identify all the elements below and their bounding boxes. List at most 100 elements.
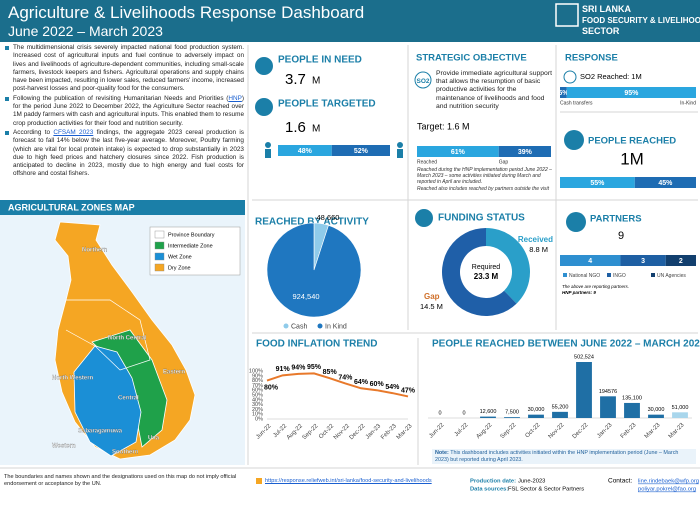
kpi-value: 9 [618, 230, 624, 242]
legend-label: Province Boundary [168, 232, 215, 238]
contact-link[interactable]: line.rindebaek@wfp.org [638, 479, 699, 485]
map-legend-box [149, 226, 241, 276]
split-segment [566, 87, 696, 98]
value-label: 74% [338, 374, 353, 381]
province-label: North Central [108, 336, 147, 342]
footer-label: Contact: [608, 478, 632, 485]
note: The above are reporting partners. [562, 284, 629, 289]
logo-text: SRI LANKA [582, 4, 631, 14]
section-title: PARTNERS [590, 214, 642, 225]
x-tick-label: Feb-23 [620, 422, 638, 440]
x-tick-label: Mar-23 [644, 422, 662, 440]
value-label: 194576 [599, 389, 617, 395]
split-name: Reached [417, 159, 437, 165]
so-code: SO2 [416, 78, 429, 85]
x-tick-label: Oct-22 [525, 422, 542, 439]
value-label: 135,100 [622, 395, 642, 401]
split-segment [665, 255, 696, 266]
donut-slice [442, 228, 517, 316]
split-label: 52% [354, 148, 369, 155]
link[interactable]: CFSAM 2023 [53, 128, 94, 136]
section-title: PEOPLE IN NEED [278, 55, 362, 66]
kpi-unit: M [312, 76, 320, 87]
legend-label: Cash [291, 323, 307, 330]
map-header [0, 200, 245, 215]
logo-text: SECTOR [582, 26, 620, 36]
logo-text: FOOD SECURITY & LIVELIHOODS [582, 16, 700, 25]
y-tick-label: 80% [252, 378, 263, 384]
bar [672, 412, 688, 418]
link[interactable]: HNP [228, 94, 242, 102]
x-tick-label: Sep-22 [500, 422, 518, 440]
x-tick-label: Jun-22 [255, 423, 273, 441]
split-label: 5% [558, 90, 569, 97]
value-label: 30,000 [648, 407, 665, 413]
objective-text: Provide immediate agricultural support t… [436, 70, 552, 110]
legend-label: UN Agencies [657, 273, 686, 279]
province-label: Northern [82, 248, 108, 254]
province-label: Southern [112, 450, 139, 456]
section-title: STRATEGIC OBJECTIVE [416, 53, 527, 64]
split-segment [278, 145, 332, 156]
notes: Reached during the HNP implementation pe… [417, 167, 555, 192]
value-label: 12,600 [480, 409, 497, 415]
y-tick-label: 60% [252, 388, 263, 394]
value-label: 0 [438, 410, 441, 416]
contact-link[interactable]: poliyar.pokrel@fao.org [638, 487, 696, 493]
line [266, 372, 409, 398]
x-tick-label: Feb-23 [380, 423, 398, 441]
legend-label: Dry Zone [168, 265, 191, 271]
bar [480, 416, 496, 418]
footer-value: FSL Sector & Sector Partners [508, 487, 584, 493]
split-label: 45% [658, 180, 673, 187]
y-tick-label: 30% [252, 402, 263, 408]
x-tick-label: Dec-22 [349, 423, 367, 441]
bullet: According to CFSAM 2023 findings, the ag… [4, 129, 244, 179]
split-segment [417, 146, 499, 157]
note: Reached during the HNP implementation pe… [417, 167, 552, 186]
x-tick-label: Nov-22 [548, 422, 566, 440]
split-segment [620, 255, 666, 266]
province-label: North Western [52, 376, 94, 382]
intro: The multidimensional crisis severely imp… [4, 44, 244, 180]
split-segment [560, 177, 635, 188]
split-name: Cash transfers [560, 100, 593, 106]
value-label: 91% [276, 366, 291, 373]
y-tick-label: 0% [255, 416, 263, 422]
split-label: 2 [679, 258, 683, 265]
footer-link[interactable]: https://response.reliefweb.int/sri-lanka… [265, 478, 432, 484]
header-band [0, 0, 700, 42]
legend-label: INGO [613, 273, 626, 279]
value-label: 0 [462, 410, 465, 416]
legend-swatch [651, 273, 655, 277]
kpi-unit: M [312, 124, 320, 135]
note: Reached also includes reached by partner… [417, 185, 550, 192]
footer-label: Data sources: [470, 487, 508, 493]
value-label: 80% [264, 384, 279, 391]
dividers [0, 45, 700, 469]
split-label: 3 [641, 258, 645, 265]
province-boundary [65, 299, 151, 371]
province-label: Western [52, 444, 76, 450]
split-label: 55% [590, 180, 605, 187]
value-label: 60% [370, 381, 385, 388]
split-label: 39% [518, 149, 533, 156]
x-tick-label: Jan-23 [596, 422, 614, 440]
kpi-value: 1M [620, 149, 644, 168]
province-label: Sabaragamuwa [78, 429, 123, 435]
note-text: This dashboard includes activities initi… [435, 450, 679, 463]
x-tick-label: Mar-23 [668, 422, 686, 440]
kpi-value: 3.7 [285, 71, 306, 88]
section-title: PEOPLE REACHED [588, 136, 676, 147]
province-label: Eastern [163, 370, 185, 376]
province-label: Uva [148, 436, 160, 442]
value-label: 64% [354, 379, 369, 386]
split-name: Gap [499, 159, 509, 165]
legend-swatch [563, 273, 567, 277]
legend-swatch [154, 230, 165, 239]
x-tick-label: Nov-22 [333, 423, 351, 441]
bar [552, 411, 568, 418]
y-tick-label: 90% [252, 373, 263, 379]
value-label: 502,524 [574, 354, 594, 360]
